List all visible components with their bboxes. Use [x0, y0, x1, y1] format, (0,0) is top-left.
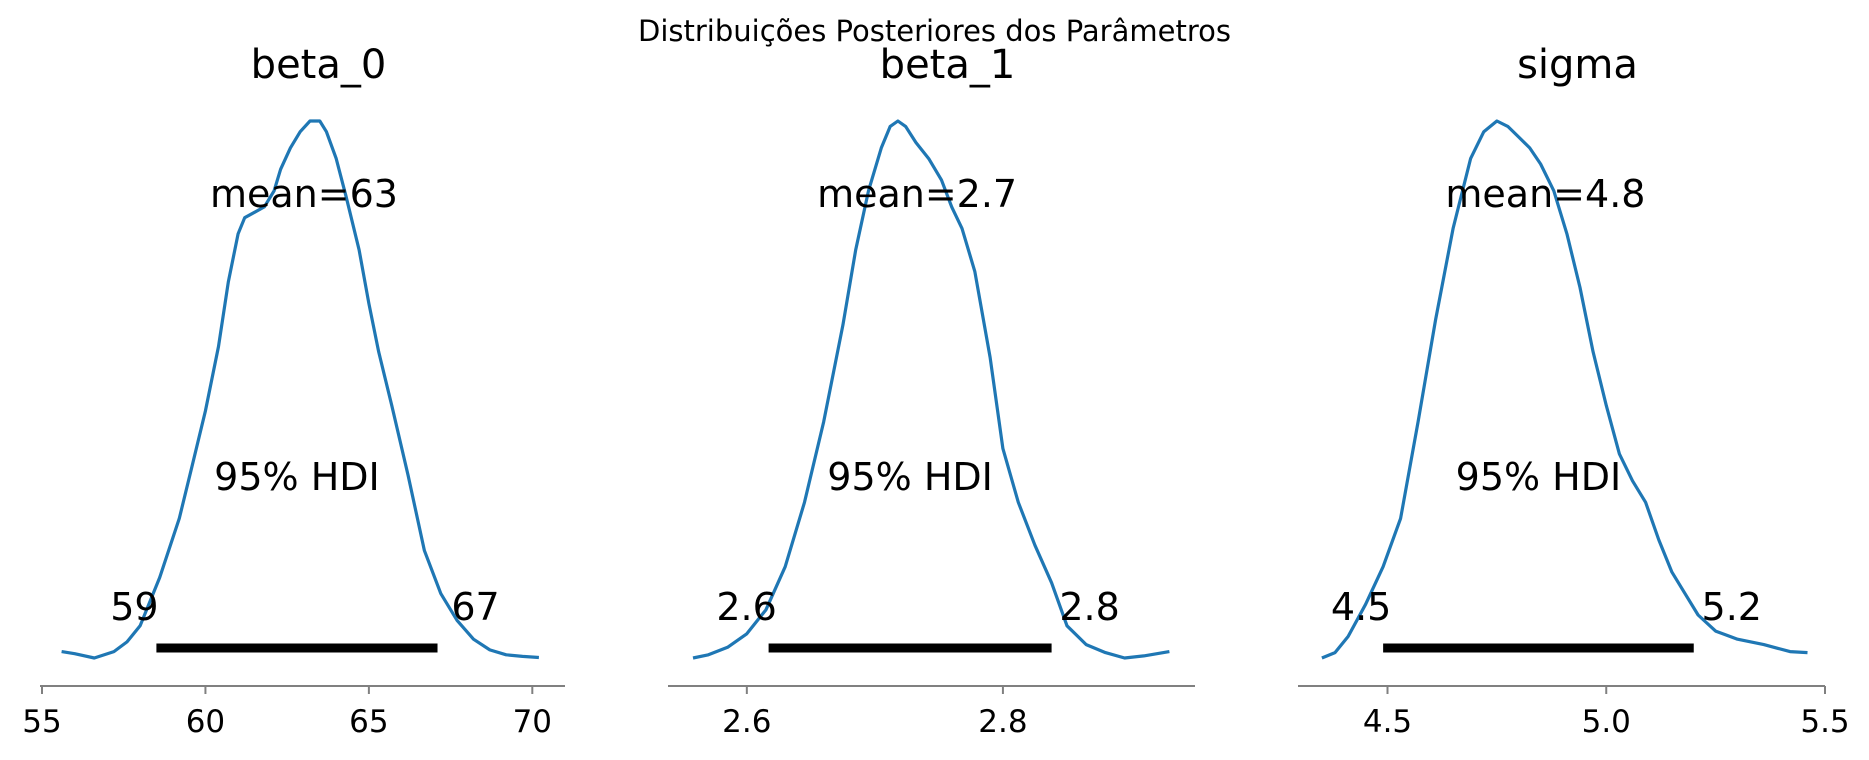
mean-label: mean=63: [210, 172, 398, 216]
x-tick-label: 5.0: [1582, 704, 1631, 740]
hdi-high-label: 67: [451, 585, 499, 629]
panel-title: beta_0: [251, 42, 387, 88]
hdi-low-label: 59: [110, 585, 158, 629]
density-curve-beta_0: [61, 119, 540, 660]
hdi-label: 95% HDI: [1456, 455, 1622, 499]
hdi-label: 95% HDI: [214, 455, 380, 499]
mean-label: mean=4.8: [1445, 172, 1645, 216]
x-tick-label: 5.5: [1800, 704, 1849, 740]
density-curve-sigma: [1321, 119, 1808, 660]
x-tick-label: 70: [513, 704, 552, 740]
hdi-label: 95% HDI: [827, 455, 993, 499]
mean-label: mean=2.7: [817, 172, 1017, 216]
panel-title: sigma: [1517, 42, 1638, 88]
hdi-low-label: 4.5: [1331, 585, 1391, 629]
hdi-high-label: 5.2: [1702, 585, 1762, 629]
x-tick-label: 55: [22, 704, 61, 740]
panel-title: beta_1: [880, 42, 1016, 88]
x-tick-label: 65: [349, 704, 388, 740]
chart-title: Distribuições Posteriores dos Parâmetros: [638, 14, 1231, 48]
x-tick-label: 4.5: [1363, 704, 1412, 740]
hdi-high-label: 2.8: [1059, 585, 1119, 629]
density-curve-beta_1: [692, 119, 1170, 660]
x-tick-label: 2.8: [978, 704, 1027, 740]
x-tick-label: 2.6: [722, 704, 771, 740]
x-tick-label: 60: [186, 704, 225, 740]
hdi-low-label: 2.6: [716, 585, 776, 629]
